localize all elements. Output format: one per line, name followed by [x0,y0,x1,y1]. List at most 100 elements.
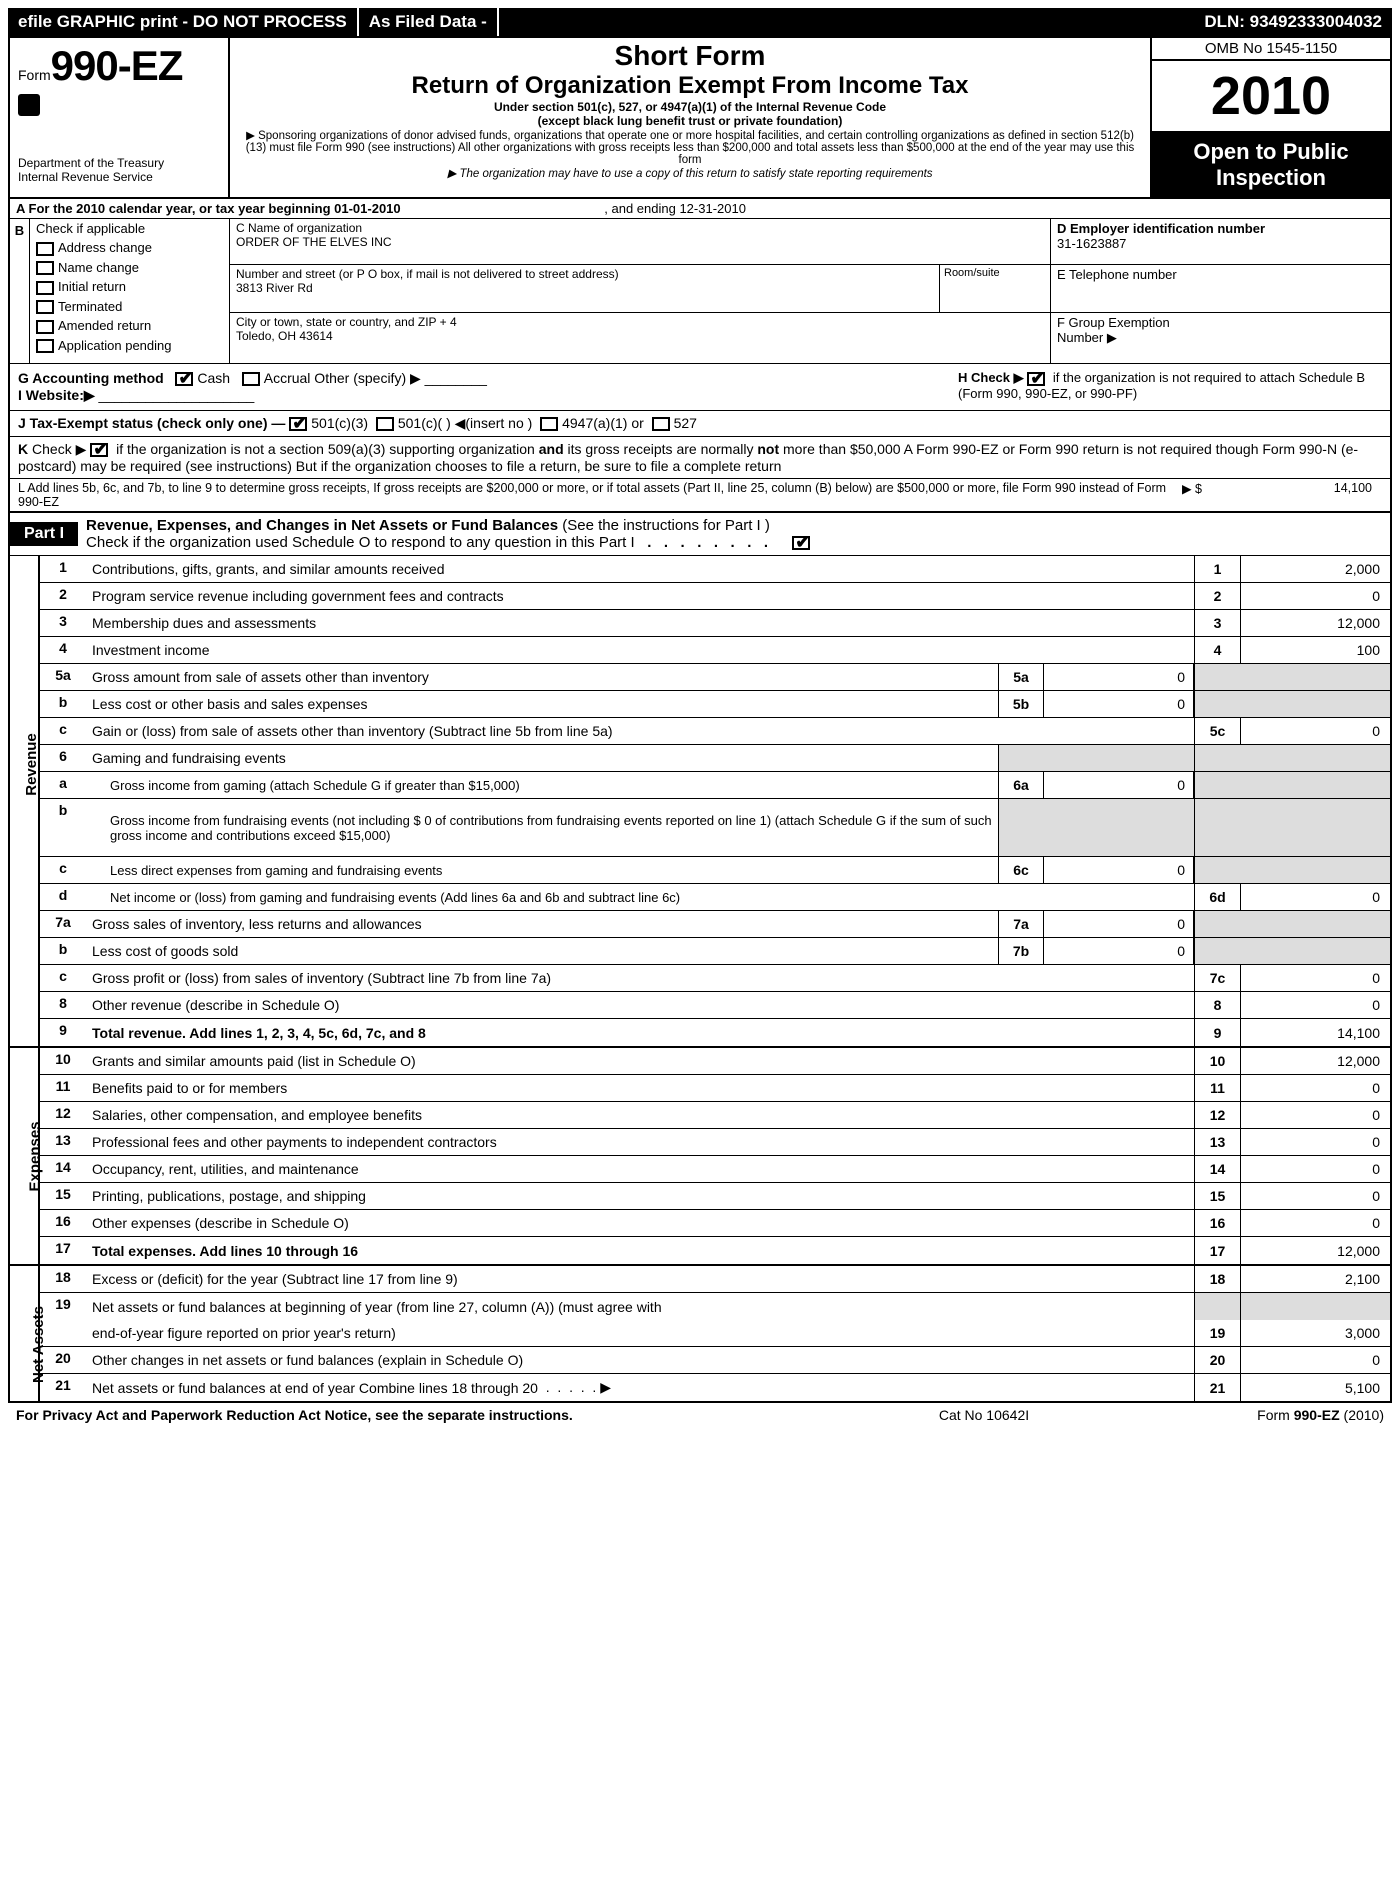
open-public: Open to Public Inspection [1152,133,1390,197]
line-2-desc: Program service revenue including govern… [92,588,504,604]
city-box: City or town, state or country, and ZIP … [230,313,1050,363]
id-col: D Employer identification number 31-1623… [1050,219,1390,363]
line-20-val: 0 [1240,1347,1390,1373]
org-name: ORDER OF THE ELVES INC [236,235,1044,249]
i-label: I Website:▶ [18,387,95,403]
row-a-ending: , and ending 12-31-2010 [604,201,746,216]
line-10-val: 12,000 [1240,1048,1390,1074]
row-j: J Tax-Exempt status (check only one) — 5… [10,411,1390,437]
l-text: L Add lines 5b, 6c, and 7b, to line 9 to… [18,481,1182,509]
chk-527[interactable] [652,417,670,431]
title-return: Return of Organization Exempt From Incom… [236,72,1144,100]
street-box: Number and street (or P O box, if mail i… [230,265,940,313]
efile-label: efile GRAPHIC print - DO NOT PROCESS [8,8,359,36]
line-17-desc: Total expenses. Add lines 10 through 16 [92,1243,358,1259]
line-3-desc: Membership dues and assessments [92,615,316,631]
l-amount: 14,100 [1202,481,1382,509]
line-18-desc: Excess or (deficit) for the year (Subtra… [92,1271,458,1287]
row-a-label: A For the 2010 calendar year, or tax yea… [16,201,401,216]
line-8-desc: Other revenue (describe in Schedule O) [92,997,339,1013]
chk-part1[interactable] [792,536,810,550]
line-5a-val: 0 [1044,664,1194,690]
tax-year: 2010 [1152,61,1390,133]
line-5b-desc: Less cost or other basis and sales expen… [92,696,368,712]
tel-box: E Telephone number [1051,265,1390,313]
chk-h[interactable] [1027,372,1045,386]
chk-501c3[interactable] [289,417,307,431]
header-left: Form990-EZ Department of the Treasury In… [10,38,230,197]
chk-501c[interactable] [376,417,394,431]
form-number-big: 990-EZ [51,42,183,89]
chk-accrual[interactable] [242,372,260,386]
expenses-table: Expenses 10Grants and similar amounts pa… [10,1048,1390,1266]
footer-left: For Privacy Act and Paperwork Reduction … [16,1407,834,1423]
f-label: F Group Exemption [1057,315,1384,330]
form-number: Form990-EZ [18,42,220,90]
chk-address[interactable]: Address change [36,240,223,256]
line-3-val: 12,000 [1240,610,1390,636]
line-11-val: 0 [1240,1075,1390,1101]
line-6d-desc: Net income or (loss) from gaming and fun… [110,890,680,905]
line-14-val: 0 [1240,1156,1390,1182]
b-label: B [10,219,30,363]
footer-mid: Cat No 10642I [834,1407,1134,1423]
line-11-desc: Benefits paid to or for members [92,1080,287,1096]
open-public-1: Open to Public [1156,139,1386,165]
line-5c-desc: Gain or (loss) from sale of assets other… [92,723,613,739]
row-g: G Accounting method Cash Accrual Other (… [10,364,950,410]
asfiled-label: As Filed Data - [359,8,499,36]
chk-4947[interactable] [540,417,558,431]
h-label: H Check ▶ [958,370,1024,385]
line-19-val: 3,000 [1240,1320,1390,1346]
subtitle-2: (except black lung benefit trust or priv… [236,114,1144,128]
header-mid: Short Form Return of Organization Exempt… [230,38,1150,197]
row-l: L Add lines 5b, 6c, and 7b, to line 9 to… [10,479,1390,513]
chk-cash[interactable] [175,372,193,386]
line-6b-desc: Gross income from fundraising events (no… [110,813,992,843]
chk-initial[interactable]: Initial return [36,279,223,295]
line-13-desc: Professional fees and other payments to … [92,1134,497,1150]
ein-value: 31-1623887 [1057,236,1384,251]
city-value: Toledo, OH 43614 [236,329,1044,343]
line-7c-desc: Gross profit or (loss) from sales of inv… [92,970,551,986]
grp-box: F Group Exemption Number ▶ [1051,313,1390,363]
line-4-val: 100 [1240,637,1390,663]
open-public-2: Inspection [1156,165,1386,191]
line-5c-val: 0 [1240,718,1390,744]
chk-pending[interactable]: Application pending [36,338,223,354]
chk-k[interactable] [90,443,108,457]
chk-terminated[interactable]: Terminated [36,299,223,315]
line-6d-val: 0 [1240,884,1390,910]
line-14-desc: Occupancy, rent, utilities, and maintena… [92,1161,359,1177]
row-gh: G Accounting method Cash Accrual Other (… [10,364,1390,411]
line-7b-val: 0 [1044,938,1194,964]
line-13-val: 0 [1240,1129,1390,1155]
footer: For Privacy Act and Paperwork Reduction … [8,1403,1392,1427]
line-6c-val: 0 [1044,857,1194,883]
line-18-val: 2,100 [1240,1266,1390,1292]
header-right: OMB No 1545-1150 2010 Open to Public Ins… [1150,38,1390,197]
e-label: E Telephone number [1057,267,1384,282]
org-info-col: C Name of organization ORDER OF THE ELVE… [230,219,1050,363]
c-label: C Name of organization [236,221,1044,235]
subtitle-3: ▶ Sponsoring organizations of donor advi… [236,128,1144,166]
chk-amended[interactable]: Amended return [36,318,223,334]
accrual-label: Accrual Other (specify) ▶ [264,370,421,386]
line-1-val: 2,000 [1240,556,1390,582]
line-6-desc: Gaming and fundraising events [92,750,286,766]
row-k: K Check ▶ if the organization is not a s… [10,437,1390,479]
line-16-desc: Other expenses (describe in Schedule O) [92,1215,349,1231]
side-netassets: Net Assets [10,1266,40,1401]
part1-title: Revenue, Expenses, and Changes in Net As… [78,513,1390,555]
side-expenses: Expenses [10,1048,40,1264]
line-6a-val: 0 [1044,772,1194,798]
cash-label: Cash [197,370,230,386]
line-7a-desc: Gross sales of inventory, less returns a… [92,916,422,932]
chk-name[interactable]: Name change [36,260,223,276]
line-21-val: 5,100 [1240,1374,1390,1401]
line-12-desc: Salaries, other compensation, and employ… [92,1107,422,1123]
subtitle-4: ▶ The organization may have to use a cop… [236,166,1144,180]
l-arrow: ▶ $ [1182,481,1202,509]
f-label2: Number ▶ [1057,330,1384,346]
room-box: Room/suite [940,265,1050,313]
